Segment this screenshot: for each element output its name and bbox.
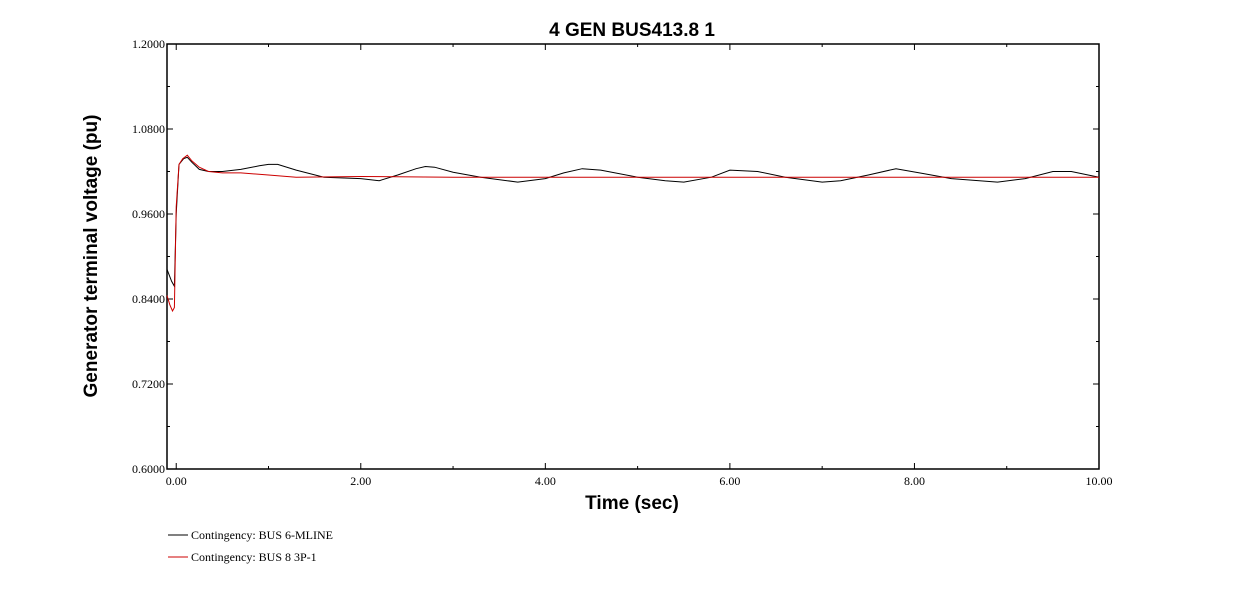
x-tick-label: 10.00: [1086, 474, 1113, 488]
y-tick-label: 0.6000: [132, 462, 165, 476]
series-1-line: [166, 156, 1100, 289]
y-tick-label: 1.0800: [132, 122, 165, 136]
series-1: [166, 156, 1100, 289]
series-layer: [166, 154, 1100, 313]
legend-label-1: Contingency: BUS 6-MLINE: [191, 528, 333, 542]
x-tick-label: 2.00: [350, 474, 371, 488]
x-tick-label: 0.00: [166, 474, 187, 488]
x-tick-labels: 0.00 2.00 4.00 6.00 8.00 10.00: [166, 474, 1113, 488]
x-tick-label: 6.00: [719, 474, 740, 488]
legend: Contingency: BUS 6-MLINE Contingency: BUS…: [168, 528, 333, 564]
y-tick-label: 0.7200: [132, 377, 165, 391]
y-tick-label: 1.2000: [132, 37, 165, 51]
x-tick-label: 8.00: [904, 474, 925, 488]
chart-title: 4 GEN BUS413.8 1: [549, 20, 715, 41]
tick-marks: [167, 43, 1100, 470]
y-tick-label: 0.8400: [132, 292, 165, 306]
x-tick-label: 4.00: [535, 474, 556, 488]
series-2-line: [166, 154, 1099, 313]
y-tick-labels: 0.6000 0.7200 0.8400 0.9600 1.0800 1.2000: [132, 37, 165, 476]
plot-frame: [166, 43, 1100, 470]
series-2: [166, 154, 1099, 313]
legend-label-2: Contingency: BUS 8 3P-1: [191, 550, 317, 564]
y-axis-label: Generator terminal voltage (pu): [81, 115, 102, 398]
y-tick-label: 0.9600: [132, 207, 165, 221]
x-axis-label: Time (sec): [585, 493, 679, 514]
